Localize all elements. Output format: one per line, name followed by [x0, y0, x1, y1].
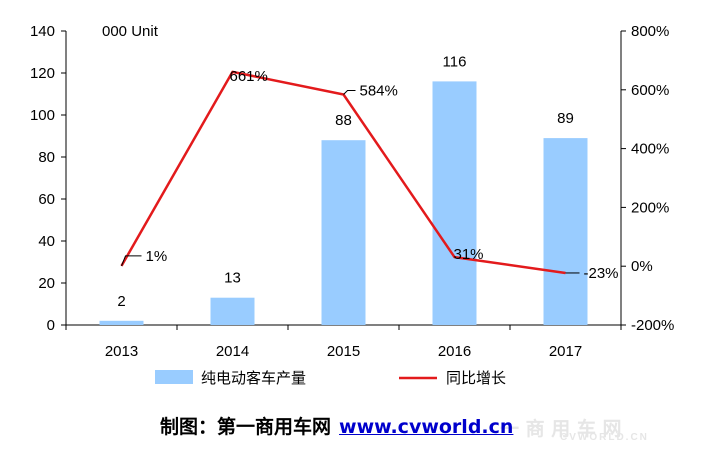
y-right-tick-label: 800%	[631, 23, 669, 40]
bar-value-label: 116	[443, 53, 467, 70]
x-tick-label: 2014	[216, 343, 249, 360]
x-tick-label: 2016	[438, 343, 471, 360]
bar	[432, 81, 477, 326]
x-tick-label: 2015	[327, 343, 360, 360]
bar	[99, 320, 144, 325]
x-tick-label: 2017	[549, 343, 582, 360]
line-value-label: 661%	[230, 68, 268, 85]
watermark-sub: CVWORLD.CN	[560, 432, 649, 443]
data-labels: 2 13 88 116 89 1% 661% 584% 31% -23%	[117, 53, 618, 309]
line-value-label: 584%	[360, 83, 398, 100]
chart-axes: 0 20 40 60 80 100 120 140 -200% 0% 200% 400% 600% 800…	[30, 23, 674, 360]
line-value-label: -23%	[584, 265, 619, 282]
legend-swatch-bar	[155, 370, 193, 384]
y-left-tick-label: 40	[38, 233, 55, 250]
footer: 一 商 用 车 网 CVWORLD.CN 制图：第一商用车网 www.cvworl…	[0, 412, 703, 448]
legend: 纯电动客车产量 同比增长	[155, 370, 506, 387]
y-left-tick-label: 80	[38, 149, 55, 166]
line-value-label: 31%	[454, 246, 484, 263]
line-label-leader	[343, 90, 356, 95]
watermark: 一 商 用 车 网	[500, 418, 622, 440]
y-left-tick-label: 100	[30, 107, 55, 124]
y-left-tick-label: 0	[47, 317, 55, 334]
bar-series	[99, 81, 588, 326]
credit-line: 制图：第一商用车网 www.cvworld.cn	[160, 412, 513, 439]
bar	[210, 297, 255, 325]
y-right-tick-label: 200%	[631, 199, 669, 216]
y-left-tick-label: 60	[38, 191, 55, 208]
y-left-tick-label: 20	[38, 275, 55, 292]
y-right-tick-label: -200%	[631, 317, 674, 334]
y-left-tick-label: 140	[30, 23, 55, 40]
credit-text: 制图：第一商用车网	[160, 416, 332, 438]
y-right-tick-label: 400%	[631, 141, 669, 158]
x-tick-label: 2013	[105, 343, 138, 360]
bar-value-label: 13	[224, 270, 241, 287]
y-right-tick-label: 600%	[631, 82, 669, 99]
chart: 0 20 40 60 80 100 120 140 -200% 0% 200% 400% 600% 800…	[30, 23, 674, 387]
legend-label-bar: 纯电动客车产量	[201, 370, 306, 387]
bar	[321, 140, 366, 325]
bar	[543, 138, 588, 325]
y-left-tick-label: 120	[30, 65, 55, 82]
bar-value-label: 89	[557, 110, 574, 127]
y-right-tick-label: 0%	[631, 258, 653, 275]
bar-value-label: 88	[335, 112, 352, 129]
credit-link[interactable]: www.cvworld.cn	[339, 416, 514, 438]
legend-label-line: 同比增长	[446, 370, 506, 387]
bar-value-label: 2	[117, 293, 125, 310]
line-value-label: 1%	[146, 248, 168, 265]
line-label-leader	[121, 255, 142, 267]
unit-label: 000 Unit	[102, 23, 159, 40]
